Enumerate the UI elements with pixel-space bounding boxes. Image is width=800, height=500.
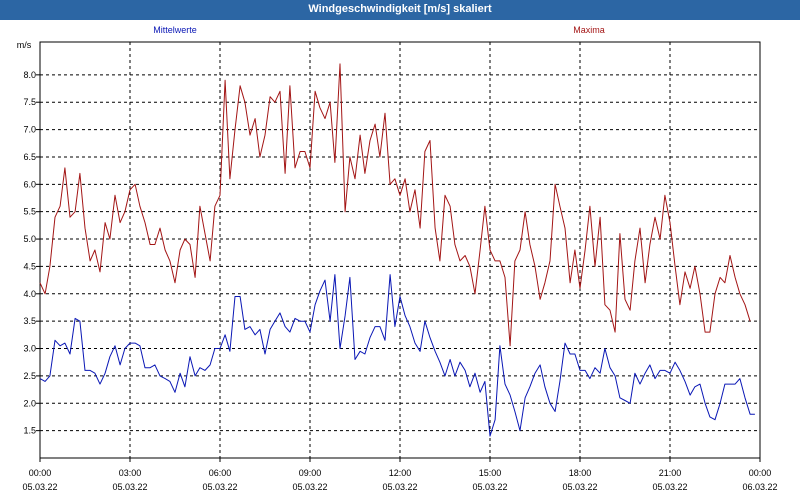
x-tick-date: 05.03.22	[22, 482, 57, 492]
x-tick-time: 18:00	[569, 468, 592, 478]
series-lines	[39, 63, 755, 437]
y-tick-label: 6.0	[23, 179, 36, 189]
x-tick-date: 05.03.22	[202, 482, 237, 492]
x-tick-date: 05.03.22	[562, 482, 597, 492]
y-tick-label: 1.5	[23, 426, 36, 436]
x-tick-time: 00:00	[749, 468, 772, 478]
y-tick-label: 2.0	[23, 398, 36, 408]
grid	[40, 42, 760, 458]
legend-label-mittelwerte: Mittelwerte	[153, 25, 197, 35]
y-tick-label: 7.5	[23, 97, 36, 107]
x-tick-time: 15:00	[479, 468, 502, 478]
axis-labels: 1.5 2.0 2.5 3.0 3.5 4.0 4.5 5.0 5.5 6.0 6.5 7.0 7.5 8…	[17, 25, 778, 492]
x-tick-date: 05.03.22	[472, 482, 507, 492]
legend-label-maxima: Maxima	[573, 25, 605, 35]
y-tick-label: 5.5	[23, 207, 36, 217]
x-tick-time: 03:00	[119, 468, 142, 478]
y-tick-label: 6.5	[23, 152, 36, 162]
chart-title: Windgeschwindigkeit [m/s] skaliert	[308, 3, 492, 15]
y-tick-label: 3.5	[23, 316, 36, 326]
x-tick-date: 05.03.22	[382, 482, 417, 492]
y-tick-label: 7.0	[23, 125, 36, 135]
x-tick-date: 06.03.22	[742, 482, 777, 492]
y-tick-label: 3.0	[23, 344, 36, 354]
y-tick-label: 2.5	[23, 371, 36, 381]
y-tick-label: 5.0	[23, 234, 36, 244]
x-tick-date: 05.03.22	[652, 482, 687, 492]
x-tick-time: 12:00	[389, 468, 412, 478]
x-tick-time: 06:00	[209, 468, 232, 478]
series-line-mittelwerte	[39, 274, 755, 437]
y-tick-label: 8.0	[23, 70, 36, 80]
x-tick-time: 00:00	[29, 468, 52, 478]
series-line-maxima	[39, 63, 751, 347]
plot-frame	[39, 41, 761, 459]
x-tick-date: 05.03.22	[292, 482, 327, 492]
y-axis-unit-label: m/s	[17, 40, 32, 50]
x-tick-time: 09:00	[299, 468, 322, 478]
axes	[36, 41, 761, 462]
x-tick-time: 21:00	[659, 468, 682, 478]
x-tick-date: 05.03.22	[112, 482, 147, 492]
wind-speed-chart: 1.5 2.0 2.5 3.0 3.5 4.0 4.5 5.0 5.5 6.0 6.5 7.0 7.5 8…	[17, 25, 778, 492]
chart-title-bar: Windgeschwindigkeit [m/s] skaliert	[0, 0, 800, 20]
y-tick-label: 4.0	[23, 289, 36, 299]
y-tick-label: 4.5	[23, 261, 36, 271]
